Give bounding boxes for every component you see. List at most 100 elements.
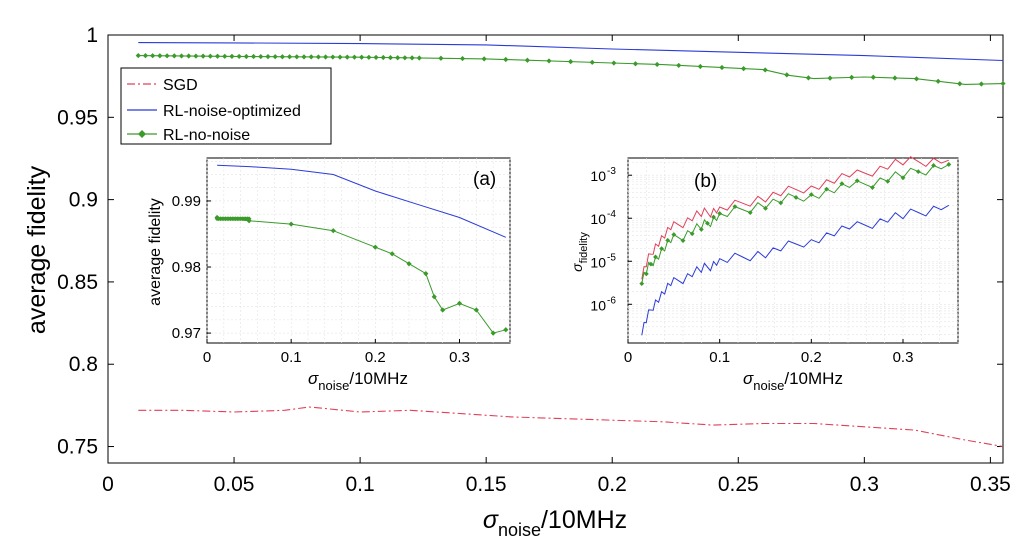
inset-b-y-axis: 10-310-410-510-6: [590, 166, 632, 313]
main-marker-rl-no-noise-10: [207, 53, 213, 59]
inset-b-marker-rl-no-noise-7: [680, 238, 686, 244]
inset-b-marker-rl-no-noise-14: [747, 210, 753, 216]
legend-entry-rl-no-noise: RL-no-noise: [163, 127, 250, 144]
inset-a-y-axis-label: average fidelity: [147, 198, 164, 306]
main-marker-rl-no-noise-48: [611, 60, 617, 66]
inset-b-marker-rl-no-noise-18: [808, 192, 814, 197]
main-marker-rl-no-noise-46: [568, 59, 574, 65]
inset-b-marker-rl-no-noise-0: [639, 281, 645, 287]
inset-b-y-tick-exp-0: -3: [607, 166, 616, 177]
legend-entry-sgd: SGD: [163, 77, 198, 94]
main-y-tick-label-1: 0.8: [69, 353, 98, 376]
inset-a-marker-rl-no-noise-3: [330, 228, 336, 234]
main-marker-rl-no-noise-20: [279, 54, 285, 60]
main-marker-rl-no-noise-53: [719, 64, 725, 71]
inset-b-marker-rl-no-noise-27: [946, 162, 952, 167]
main-x-tick-label-4: 0.2: [598, 473, 627, 496]
inset-a-grid: [206, 158, 511, 343]
inset-a-marker-rl-no-noise-5: [389, 251, 395, 257]
inset-a-x-label-symbol: σ: [308, 369, 319, 388]
main-marker-rl-no-noise-17: [258, 53, 264, 60]
main-y-tick-label-0: 0.75: [57, 436, 98, 459]
main-marker-rl-no-noise-50: [654, 61, 660, 68]
inset-a-y-tick-label-1: 0.98: [172, 259, 201, 276]
main-series-rl-noise-optimized: [138, 42, 1004, 62]
inset-b-y-tick-exp-3: -6: [607, 295, 616, 306]
main-marker-rl-no-noise-35: [387, 55, 394, 61]
inset-b-marker-rl-no-noise-17: [793, 195, 799, 200]
inset-b-y-tick-label-1: 10: [590, 211, 606, 227]
inset-a-x-tick-label-1: 0.1: [281, 349, 302, 366]
main-marker-rl-no-noise-30: [351, 54, 358, 60]
inset-b-marker-rl-no-noise-26: [931, 163, 936, 168]
inset-b-marker-rl-no-noise-15: [763, 205, 768, 211]
main-marker-rl-no-noise-49: [632, 61, 639, 67]
inset-a-marker-rl-no-noise-9: [440, 307, 446, 313]
inset-b-marker-rl-no-noise-2: [648, 261, 654, 267]
main-marker-rl-no-noise-60: [870, 74, 876, 80]
main-x-tick-label-7: 0.35: [970, 473, 1011, 496]
inset-a-x-tick-label-0: 0: [203, 349, 211, 366]
inset-a-y-tick-label-2: 0.99: [172, 193, 201, 210]
inset-a-marker-rl-no-noise-13: [503, 327, 509, 333]
main-series-group: [135, 42, 1006, 448]
main-marker-rl-no-noise-62: [913, 76, 920, 82]
inset-b-series-sgd: [641, 156, 949, 280]
main-marker-rl-no-noise-38: [409, 55, 415, 61]
inset-a-panel-label: (a): [473, 169, 496, 190]
inset-b-x-tick-label-3: 0.3: [893, 349, 914, 366]
inset-a-marker-rl-no-noise-8: [431, 294, 437, 300]
main-x-tick-label-5: 0.25: [718, 473, 759, 496]
main-marker-rl-no-noise-18: [265, 54, 271, 60]
main-marker-rl-no-noise-47: [589, 59, 595, 65]
main-marker-rl-no-noise-39: [416, 55, 422, 61]
inset-a-marker-rl-no-noise-2: [288, 221, 294, 227]
inset-b-marker-rl-no-noise-5: [665, 237, 671, 243]
inset-b-x-axis-label: σnoise/10MHz: [743, 369, 843, 393]
inset-a-y-tick-label-0: 0.97: [172, 325, 201, 342]
inset-b-y-tick-exp-2: -5: [607, 252, 616, 263]
inset-b-series-group: [639, 156, 952, 336]
main-marker-rl-no-noise-57: [805, 75, 812, 81]
inset-b-x-tick-label-0: 0: [624, 349, 632, 366]
inset-b-series-rl-no-noise: [641, 164, 950, 284]
main-marker-rl-no-noise-25: [315, 54, 322, 60]
legend-box: [120, 67, 332, 145]
main-marker-rl-no-noise-3: [157, 53, 163, 59]
main-marker-rl-no-noise-32: [366, 54, 372, 60]
main-marker-rl-no-noise-19: [272, 54, 278, 60]
main-marker-rl-no-noise-63: [935, 78, 941, 84]
main-marker-rl-no-noise-66: [1000, 80, 1006, 87]
main-marker-rl-no-noise-58: [827, 75, 833, 81]
main-marker-rl-no-noise-13: [229, 53, 235, 59]
main-y-tick-label-5: 1: [86, 24, 98, 47]
main-marker-rl-no-noise-21: [286, 54, 293, 60]
inset-b-x-axis: 0 0.1 0.2 0.3: [624, 339, 914, 366]
inset-a-x-tick-label-3: 0.3: [449, 349, 470, 366]
main-marker-rl-no-noise-8: [193, 53, 199, 59]
main-marker-rl-no-noise-5: [171, 53, 177, 59]
inset-b-marker-rl-no-noise-10: [705, 220, 710, 226]
main-marker-rl-no-noise-40: [438, 55, 444, 61]
main-marker-rl-no-noise-44: [524, 57, 530, 63]
main-series-sgd: [138, 406, 1004, 448]
inset-b-chart: 0 0.1 0.2 0.3 10-310-410-510-6 (b) σfidelit…: [569, 156, 959, 393]
inset-a-marker-rl-no-noise-4: [372, 244, 378, 250]
main-marker-rl-no-noise-16: [250, 53, 257, 60]
main-marker-rl-no-noise-0: [135, 52, 141, 59]
main-x-tick-label-3: 0.15: [466, 473, 507, 496]
main-marker-rl-no-noise-41: [459, 55, 466, 62]
inset-a-x-axis-label: σnoise/10MHz: [308, 369, 408, 393]
legend: SGD RL-noise-optimized RL-no-noise: [120, 67, 332, 145]
inset-b-marker-rl-no-noise-24: [900, 175, 906, 181]
main-marker-rl-no-noise-31: [359, 54, 365, 60]
main-marker-rl-no-noise-52: [697, 63, 703, 70]
main-x-tick-label-0: 0: [102, 473, 114, 496]
inset-b-y-tick-label-0: 10: [590, 168, 606, 184]
inset-b-marker-rl-no-noise-20: [839, 181, 845, 187]
inset-b-marker-rl-no-noise-21: [854, 178, 860, 184]
main-marker-rl-no-noise-27: [330, 54, 336, 60]
inset-a-marker-rl-no-noise-7: [423, 271, 429, 277]
inset-b-marker-rl-no-noise-23: [885, 178, 891, 184]
